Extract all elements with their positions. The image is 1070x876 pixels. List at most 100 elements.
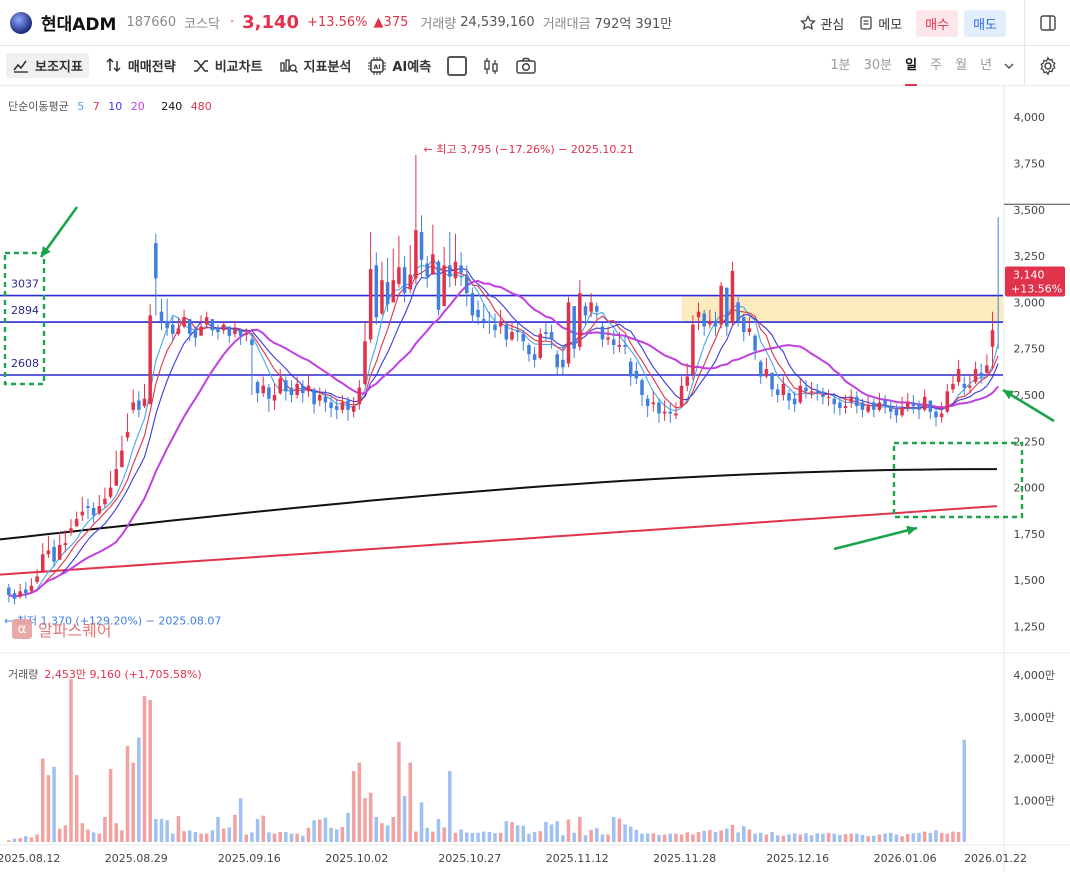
candle[interactable] xyxy=(798,378,803,405)
candle[interactable] xyxy=(826,389,831,407)
side-panel-toggle[interactable] xyxy=(1024,0,1070,46)
candle[interactable] xyxy=(628,357,633,386)
candle[interactable] xyxy=(221,320,226,334)
candle[interactable] xyxy=(470,287,475,323)
candle[interactable] xyxy=(363,320,367,386)
candle[interactable] xyxy=(448,232,452,288)
candle[interactable] xyxy=(736,296,740,327)
candle[interactable] xyxy=(244,328,249,342)
candle[interactable] xyxy=(289,380,294,403)
candle[interactable] xyxy=(465,265,469,307)
candle[interactable] xyxy=(515,322,520,342)
candle[interactable] xyxy=(295,376,299,399)
candle[interactable] xyxy=(606,326,610,345)
candle[interactable] xyxy=(730,261,735,327)
candle[interactable] xyxy=(493,313,497,338)
candle[interactable] xyxy=(549,324,554,349)
candle[interactable] xyxy=(742,315,746,342)
candle[interactable] xyxy=(346,396,350,421)
candle[interactable] xyxy=(894,404,899,423)
candle[interactable] xyxy=(385,257,390,312)
price-chart[interactable]: 3037 2894 2608 4,000 3,750 3,500 3,250 3,000 2,… xyxy=(0,86,1070,876)
candle[interactable] xyxy=(306,374,311,397)
candle[interactable] xyxy=(199,315,203,336)
candle[interactable] xyxy=(204,311,209,329)
candle[interactable] xyxy=(408,245,412,294)
candle[interactable] xyxy=(566,296,571,368)
compare-button[interactable]: 비교차트 xyxy=(192,56,263,75)
candle[interactable] xyxy=(301,380,305,403)
candle[interactable] xyxy=(787,389,791,410)
candle[interactable] xyxy=(668,402,673,423)
candle[interactable] xyxy=(69,519,73,536)
candle[interactable] xyxy=(7,583,11,603)
candle[interactable] xyxy=(962,376,967,395)
candle[interactable] xyxy=(165,298,169,336)
candle[interactable] xyxy=(318,387,322,407)
candle[interactable] xyxy=(425,256,429,288)
candle[interactable] xyxy=(815,383,820,401)
candle[interactable] xyxy=(52,539,56,568)
candle[interactable] xyxy=(233,320,237,338)
candle[interactable] xyxy=(640,378,644,407)
candle[interactable] xyxy=(108,470,113,499)
candle[interactable] xyxy=(866,396,870,414)
candle[interactable] xyxy=(57,532,62,560)
candle[interactable] xyxy=(63,530,68,553)
candle[interactable] xyxy=(504,322,509,347)
period-day[interactable]: 일 xyxy=(905,46,918,86)
candle[interactable] xyxy=(368,232,373,344)
candle[interactable] xyxy=(911,395,916,414)
candle[interactable] xyxy=(120,435,124,468)
candle[interactable] xyxy=(922,389,927,412)
candlestick-icon[interactable] xyxy=(481,56,501,76)
candle[interactable] xyxy=(334,398,339,420)
period-year[interactable]: 년 xyxy=(980,58,992,73)
candle[interactable] xyxy=(928,400,933,420)
candle[interactable] xyxy=(651,391,656,412)
candle[interactable] xyxy=(340,395,345,414)
candle[interactable] xyxy=(973,361,978,384)
candle[interactable] xyxy=(900,396,904,418)
candle[interactable] xyxy=(758,359,763,384)
candle[interactable] xyxy=(804,380,808,399)
candle[interactable] xyxy=(538,328,542,360)
candle[interactable] xyxy=(267,383,271,412)
candle[interactable] xyxy=(951,374,955,394)
candle[interactable] xyxy=(578,280,582,351)
candle[interactable] xyxy=(125,413,130,442)
candle[interactable] xyxy=(696,302,701,331)
candle[interactable] xyxy=(272,383,277,410)
candle[interactable] xyxy=(657,398,661,423)
candle[interactable] xyxy=(843,395,848,414)
candle[interactable] xyxy=(278,369,282,395)
candle[interactable] xyxy=(476,300,480,325)
candle[interactable] xyxy=(674,402,678,420)
candle[interactable] xyxy=(821,387,825,405)
candle[interactable] xyxy=(849,389,853,408)
candle[interactable] xyxy=(391,248,396,303)
candle[interactable] xyxy=(510,322,514,342)
candle[interactable] xyxy=(103,487,107,508)
candle[interactable] xyxy=(284,376,288,401)
candle[interactable] xyxy=(600,322,605,347)
candle[interactable] xyxy=(216,324,220,340)
candle[interactable] xyxy=(498,309,503,334)
camera-icon[interactable] xyxy=(515,56,537,76)
candle[interactable] xyxy=(934,407,938,427)
candle[interactable] xyxy=(679,376,684,408)
candle[interactable] xyxy=(883,395,887,414)
candle[interactable] xyxy=(645,395,650,418)
candle[interactable] xyxy=(29,578,34,594)
period-30min[interactable]: 30분 xyxy=(863,58,893,73)
candle[interactable] xyxy=(24,582,28,599)
candle[interactable] xyxy=(255,380,260,403)
candle[interactable] xyxy=(442,246,446,307)
candle[interactable] xyxy=(521,330,526,351)
candle[interactable] xyxy=(685,363,689,392)
candle[interactable] xyxy=(238,328,243,345)
candle[interactable] xyxy=(838,396,842,416)
candle[interactable] xyxy=(329,395,333,418)
candle[interactable] xyxy=(487,311,492,334)
candle[interactable] xyxy=(402,256,407,303)
